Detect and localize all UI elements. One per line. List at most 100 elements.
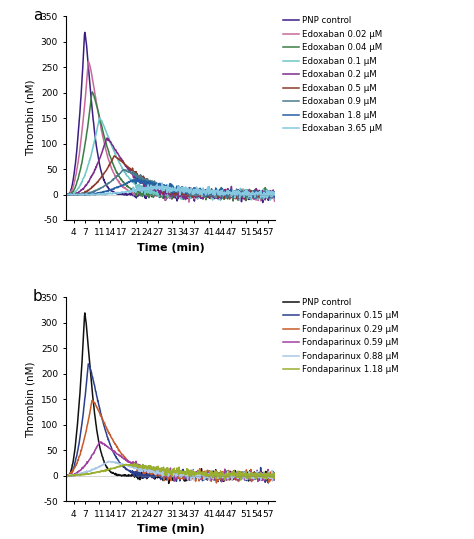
Edoxaban 3.65 μM: [159, 180, 165, 186]
Edoxaban 0.04 μM: [272, 191, 278, 198]
PNP control: [118, 191, 123, 198]
Edoxaban 0.02 μM: [272, 190, 278, 196]
Edoxaban 0.5 μM: [111, 153, 117, 159]
PNP control: [118, 472, 123, 479]
Edoxaban 3.65 μM: [203, 190, 209, 197]
Fondaparinux 0.15 μM: [265, 480, 271, 486]
Edoxaban 0.1 μM: [272, 189, 278, 196]
Edoxaban 0.04 μM: [101, 131, 107, 137]
Edoxaban 0.1 μM: [267, 197, 273, 203]
Edoxaban 1.8 μM: [272, 194, 278, 200]
Fondaparinux 0.59 μM: [219, 479, 225, 485]
Fondaparinux 0.88 μM: [272, 474, 278, 481]
Fondaparinux 0.15 μM: [203, 475, 209, 481]
PNP control: [187, 192, 192, 199]
Edoxaban 0.5 μM: [187, 187, 192, 194]
PNP control: [221, 191, 227, 197]
Fondaparinux 0.15 μM: [101, 421, 107, 427]
Edoxaban 0.02 μM: [64, 192, 69, 198]
Fondaparinux 1.18 μM: [131, 460, 137, 467]
Fondaparinux 1.18 μM: [272, 471, 278, 478]
Fondaparinux 0.88 μM: [270, 478, 275, 485]
Edoxaban 0.9 μM: [121, 167, 127, 173]
Line: Fondaparinux 0.29 μM: Fondaparinux 0.29 μM: [66, 400, 275, 483]
Edoxaban 0.1 μM: [203, 190, 209, 196]
Edoxaban 0.9 μM: [187, 186, 192, 192]
Edoxaban 0.04 μM: [230, 198, 236, 204]
Fondaparinux 0.29 μM: [101, 418, 107, 425]
Edoxaban 1.8 μM: [100, 188, 106, 195]
Edoxaban 0.5 μM: [64, 191, 69, 197]
Fondaparinux 0.15 μM: [118, 460, 123, 466]
PNP control: [272, 473, 278, 480]
Legend: PNP control, Edoxaban 0.02 μM, Edoxaban 0.04 μM, Edoxaban 0.1 μM, Edoxaban 0.2 μ: PNP control, Edoxaban 0.02 μM, Edoxaban …: [283, 16, 383, 133]
Edoxaban 3.65 μM: [221, 190, 227, 197]
Edoxaban 3.65 μM: [232, 195, 238, 201]
PNP control: [203, 192, 209, 199]
Fondaparinux 0.59 μM: [98, 439, 104, 445]
Fondaparinux 1.18 μM: [187, 468, 192, 474]
Fondaparinux 0.15 μM: [187, 469, 192, 475]
Edoxaban 0.5 μM: [242, 196, 247, 202]
Edoxaban 0.9 μM: [272, 192, 278, 198]
Text: b: b: [33, 289, 43, 305]
Line: Edoxaban 0.04 μM: Edoxaban 0.04 μM: [66, 92, 275, 201]
Edoxaban 0.02 μM: [85, 58, 91, 65]
PNP control: [64, 473, 69, 479]
Edoxaban 0.2 μM: [187, 191, 192, 198]
Fondaparinux 0.29 μM: [89, 397, 95, 404]
Edoxaban 0.02 μM: [101, 137, 107, 143]
Edoxaban 1.8 μM: [187, 188, 192, 195]
PNP control: [166, 480, 172, 487]
Fondaparinux 1.18 μM: [158, 466, 164, 473]
PNP control: [158, 473, 164, 480]
Fondaparinux 0.59 μM: [187, 472, 192, 478]
Edoxaban 0.04 μM: [203, 197, 209, 203]
Fondaparinux 0.88 μM: [100, 461, 106, 467]
Edoxaban 0.1 μM: [97, 115, 102, 121]
Edoxaban 0.5 μM: [272, 193, 278, 199]
PNP control: [272, 192, 278, 198]
Fondaparinux 0.29 μM: [158, 471, 164, 478]
Edoxaban 0.9 μM: [158, 180, 164, 186]
Line: Edoxaban 0.02 μM: Edoxaban 0.02 μM: [66, 61, 275, 202]
Fondaparinux 0.59 μM: [221, 475, 227, 482]
Fondaparinux 0.29 μM: [214, 480, 219, 486]
X-axis label: Time (min): Time (min): [137, 524, 204, 534]
Fondaparinux 0.88 μM: [118, 460, 123, 467]
Edoxaban 0.02 μM: [158, 194, 164, 201]
Line: Fondaparinux 0.88 μM: Fondaparinux 0.88 μM: [66, 461, 275, 481]
PNP control: [203, 474, 209, 480]
Fondaparinux 0.59 μM: [272, 475, 278, 481]
Edoxaban 0.04 μM: [158, 190, 164, 196]
Edoxaban 0.04 μM: [64, 191, 69, 198]
Edoxaban 3.65 μM: [187, 187, 192, 194]
Fondaparinux 0.88 μM: [158, 469, 164, 476]
PNP control: [82, 310, 88, 316]
Fondaparinux 0.15 μM: [64, 473, 69, 479]
Edoxaban 0.02 μM: [187, 189, 193, 195]
Edoxaban 0.2 μM: [272, 189, 278, 196]
Edoxaban 0.9 μM: [64, 191, 69, 198]
Edoxaban 0.02 μM: [221, 192, 227, 199]
Fondaparinux 1.18 μM: [238, 477, 244, 483]
Edoxaban 0.2 μM: [221, 190, 227, 197]
Line: Edoxaban 3.65 μM: Edoxaban 3.65 μM: [66, 183, 275, 198]
Line: Fondaparinux 0.59 μM: Fondaparinux 0.59 μM: [66, 442, 275, 482]
Fondaparinux 0.88 μM: [64, 472, 69, 479]
Edoxaban 3.65 μM: [100, 191, 106, 198]
Edoxaban 0.9 μM: [221, 188, 227, 195]
Edoxaban 0.5 μM: [221, 191, 227, 198]
PNP control: [101, 177, 107, 183]
Fondaparinux 0.15 μM: [272, 473, 278, 479]
Edoxaban 0.1 μM: [64, 192, 69, 198]
Edoxaban 1.8 μM: [251, 195, 257, 202]
Line: Edoxaban 0.2 μM: Edoxaban 0.2 μM: [66, 138, 275, 200]
Edoxaban 0.5 μM: [203, 191, 209, 197]
PNP control: [82, 29, 88, 36]
Edoxaban 0.9 μM: [203, 192, 209, 198]
Edoxaban 1.8 μM: [158, 181, 164, 188]
Line: PNP control: PNP control: [66, 313, 275, 483]
Fondaparinux 1.18 μM: [117, 464, 123, 470]
Edoxaban 1.8 μM: [221, 191, 227, 198]
